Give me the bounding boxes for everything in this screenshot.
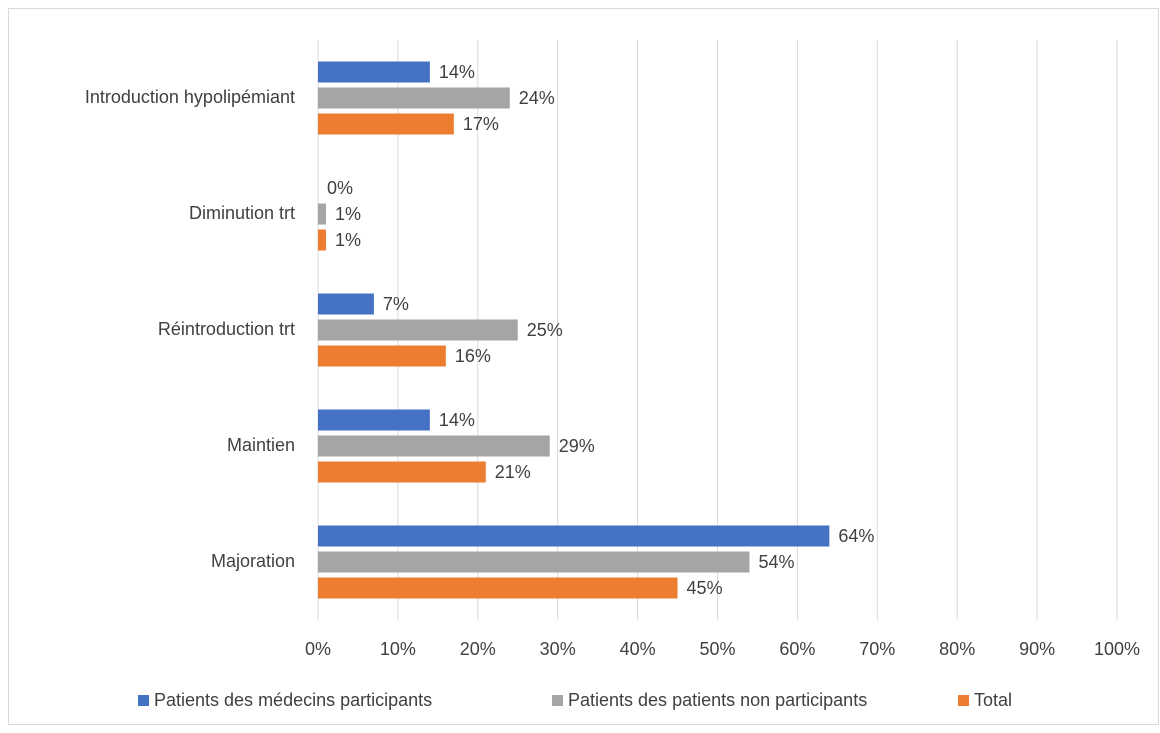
legend-swatch <box>552 695 563 706</box>
data-label: 0% <box>327 178 353 198</box>
y-tick-label: Majoration <box>211 551 295 571</box>
data-label: 45% <box>687 578 723 598</box>
legend-label: Patients des patients non participants <box>568 690 867 710</box>
y-tick-label: Réintroduction trt <box>158 319 295 339</box>
bar <box>318 345 446 367</box>
bar <box>318 461 486 483</box>
y-tick-label: Diminution trt <box>189 203 295 223</box>
data-label: 14% <box>439 410 475 430</box>
data-label: 14% <box>439 62 475 82</box>
data-label: 7% <box>383 294 409 314</box>
bar <box>318 203 326 225</box>
chart-frame <box>8 8 1159 725</box>
x-tick-label: 10% <box>380 639 416 659</box>
x-tick-label: 80% <box>939 639 975 659</box>
x-tick-label: 50% <box>699 639 735 659</box>
bar <box>318 229 326 251</box>
data-label: 17% <box>463 114 499 134</box>
bar <box>318 113 454 135</box>
bar <box>318 61 430 83</box>
data-label: 64% <box>838 526 874 546</box>
data-label: 29% <box>559 436 595 456</box>
data-label: 1% <box>335 204 361 224</box>
data-label: 21% <box>495 462 531 482</box>
data-label: 16% <box>455 346 491 366</box>
y-tick-label: Maintien <box>227 435 295 455</box>
x-tick-label: 20% <box>460 639 496 659</box>
y-tick-label: Introduction hypolipémiant <box>85 87 295 107</box>
legend-label: Total <box>974 690 1012 710</box>
bar <box>318 525 830 547</box>
legend-swatch <box>138 695 149 706</box>
data-label: 25% <box>527 320 563 340</box>
legend-swatch <box>958 695 969 706</box>
bar <box>318 409 430 431</box>
x-tick-label: 70% <box>859 639 895 659</box>
bar <box>318 551 750 573</box>
bar <box>318 435 550 457</box>
x-tick-label: 100% <box>1094 639 1140 659</box>
x-tick-label: 90% <box>1019 639 1055 659</box>
data-label: 1% <box>335 230 361 250</box>
x-tick-label: 40% <box>620 639 656 659</box>
bar <box>318 319 518 341</box>
x-tick-label: 60% <box>779 639 815 659</box>
bar <box>318 87 510 109</box>
legend-label: Patients des médecins participants <box>154 690 432 710</box>
data-label: 24% <box>519 88 555 108</box>
x-tick-label: 0% <box>305 639 331 659</box>
data-label: 54% <box>758 552 794 572</box>
bar <box>318 293 374 315</box>
x-tick-label: 30% <box>540 639 576 659</box>
bar <box>318 577 678 599</box>
